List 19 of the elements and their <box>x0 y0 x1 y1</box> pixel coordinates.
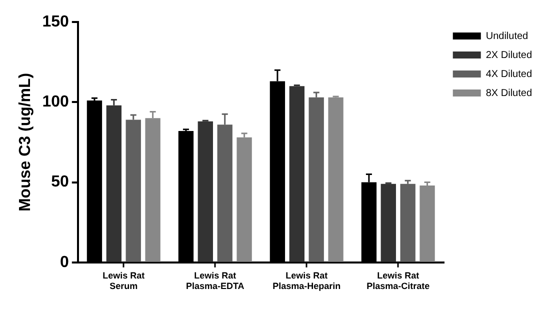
bar <box>198 121 213 262</box>
y-tick-label: 100 <box>42 94 69 111</box>
bar <box>380 184 396 262</box>
bar <box>328 97 344 262</box>
bar <box>289 86 304 262</box>
y-tick-label: 150 <box>42 13 69 30</box>
legend-label: 2X Diluted <box>486 50 532 61</box>
y-tick-label: 0 <box>60 254 69 271</box>
legend-label: 8X Diluted <box>486 88 532 99</box>
legend-label: 4X Diluted <box>486 68 532 80</box>
x-tick-label: Lewis Rat Serum <box>102 270 145 292</box>
x-tick-label: Lewis Rat Plasma-Heparin <box>272 270 341 292</box>
bar <box>400 184 416 262</box>
bar <box>420 185 435 262</box>
y-tick-label: 50 <box>51 174 69 191</box>
legend-label: Undiluted <box>486 30 528 42</box>
x-tick-label: Lewis Rat Plasma-EDTA <box>186 270 245 292</box>
x-tick-label: Lewis Rat Plasma-Citrate <box>366 270 430 292</box>
y-axis-title: Mouse C3 (ug/mL) <box>17 72 34 212</box>
